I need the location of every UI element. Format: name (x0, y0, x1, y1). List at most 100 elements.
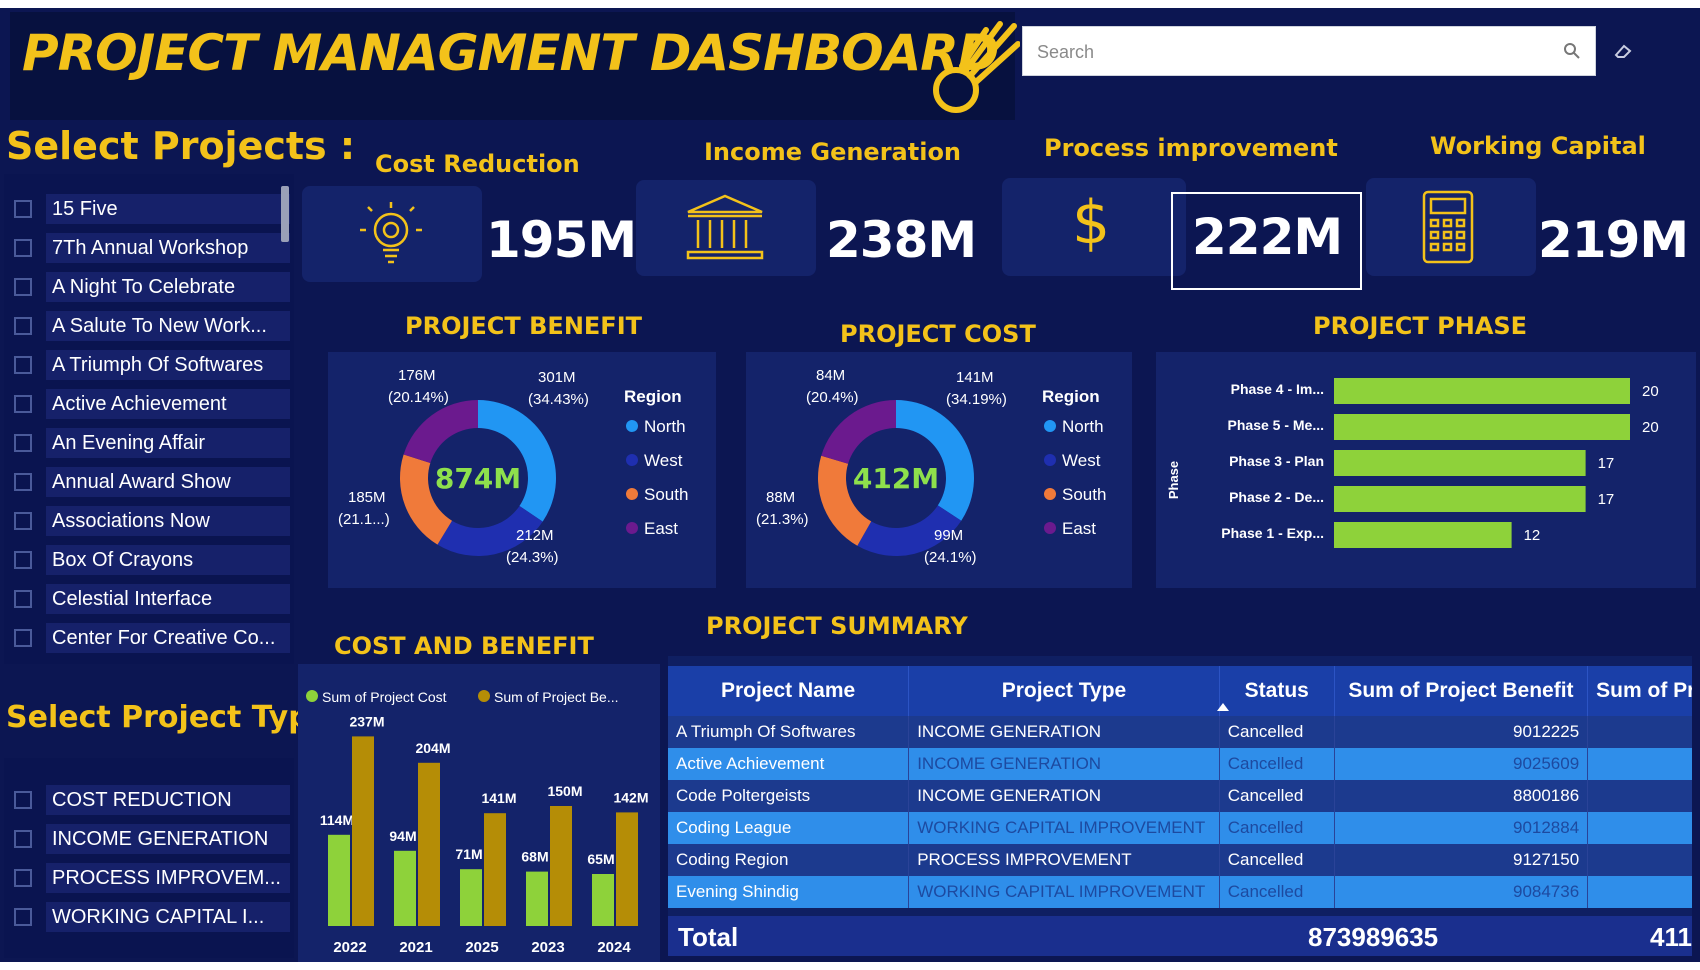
search-icon[interactable] (1563, 42, 1581, 60)
project-slicer-item-label: Center For Creative Co... (46, 623, 290, 653)
checkbox[interactable] (14, 434, 32, 452)
checkbox[interactable] (14, 629, 32, 647)
cost-donut-total: 412M (853, 462, 939, 495)
project-type-slicer-item[interactable]: WORKING CAPITAL I... (14, 901, 290, 933)
table-row[interactable]: Coding League WORKING CAPITAL IMPROVEMENT… (668, 812, 1692, 844)
legend-marker-north (626, 420, 638, 432)
checkbox[interactable] (14, 551, 32, 569)
col-status[interactable]: Status (1219, 666, 1335, 716)
benefit-bar-label: 150M (547, 783, 582, 799)
cost-benefit-chart[interactable]: Sum of Project Cost Sum of Project Be... 1… (298, 664, 660, 962)
cost-bar[interactable] (592, 874, 614, 926)
projects-slicer-title: Select Projects : (6, 124, 356, 168)
project-slicer-item[interactable]: Box Of Crayons (14, 544, 290, 576)
sort-ascending-icon[interactable] (1216, 702, 1230, 712)
clear-eraser-icon[interactable] (1613, 43, 1633, 59)
project-type-slicer-item[interactable]: PROCESS IMPROVEM... (14, 862, 290, 894)
col-project-type[interactable]: Project Type (908, 666, 1220, 716)
phase-bar[interactable] (1334, 450, 1586, 476)
benefit-bar[interactable] (484, 813, 506, 926)
project-summary-table[interactable]: Project Name Project Type Status Sum of … (668, 656, 1692, 956)
table-row[interactable]: A Triumph Of Softwares INCOME GENERATION C… (668, 716, 1692, 748)
cell-cost (1587, 716, 1692, 748)
phase-category-label: Phase 1 - Exp... (1221, 525, 1324, 541)
cell-status: Cancelled (1219, 812, 1335, 844)
col-sum-cost[interactable]: Sum of Pro (1587, 666, 1692, 716)
col-project-name[interactable]: Project Name (668, 666, 910, 716)
project-slicer-item[interactable]: Celestial Interface (14, 583, 290, 615)
table-row[interactable]: Coding Region PROCESS IMPROVEMENT Cancelle… (668, 844, 1692, 876)
benefit-donut-slice-east[interactable] (403, 400, 478, 463)
checkbox[interactable] (14, 239, 32, 257)
benefit-bar[interactable] (550, 806, 572, 926)
benefit-donut-slice-north[interactable] (478, 400, 556, 522)
cost-donut-slice-east[interactable] (821, 400, 896, 464)
phase-bar[interactable] (1334, 414, 1630, 440)
phase-bar[interactable] (1334, 486, 1586, 512)
project-slicer-item[interactable]: A Triumph Of Softwares (14, 349, 290, 381)
project-slicer-item[interactable]: 15 Five (14, 193, 290, 225)
cost-donut-label-value: 99M (934, 527, 963, 544)
project-type-slicer-item[interactable]: INCOME GENERATION (14, 823, 290, 855)
benefit-donut-slice-south[interactable] (400, 454, 453, 545)
cost-donut-slice-west[interactable] (857, 505, 962, 556)
calculator-icon (1422, 190, 1474, 264)
checkbox[interactable] (14, 395, 32, 413)
project-slicer-item-label: A Triumph Of Softwares (46, 350, 290, 380)
benefit-bar[interactable] (616, 812, 638, 926)
checkbox[interactable] (14, 908, 32, 926)
phase-bar[interactable] (1334, 522, 1512, 548)
checkbox[interactable] (14, 278, 32, 296)
project-slicer-item[interactable]: Center For Creative Co... (14, 622, 290, 654)
table-row[interactable]: Evening Shindig WORKING CAPITAL IMPROVEME… (668, 876, 1692, 908)
benefit-donut-label-value: 301M (538, 369, 576, 386)
project-slicer-item-label: Celestial Interface (46, 584, 290, 614)
kpi-value-frame (1171, 192, 1362, 290)
project-type-slicer-item-label: COST REDUCTION (46, 785, 290, 815)
cost-bar[interactable] (328, 834, 350, 926)
phase-value-label: 17 (1598, 455, 1615, 472)
project-type-slicer-item[interactable]: COST REDUCTION (14, 784, 290, 816)
cost-bar[interactable] (460, 869, 482, 926)
legend-label-west: West (644, 451, 683, 470)
checkbox[interactable] (14, 200, 32, 218)
kpi-value-process-improvement: 222M (1192, 208, 1343, 266)
checkbox[interactable] (14, 473, 32, 491)
project-benefit-donut: 874M 301M (34.43%) 212M (24.3%) 185M (21.1...)… (338, 367, 688, 566)
checkbox[interactable] (14, 869, 32, 887)
legend-label-north: North (1062, 417, 1104, 436)
phase-value-label: 20 (1642, 383, 1659, 400)
project-cost-chart[interactable]: 412M 141M (34.19%) 99M (24.1%) 88M (21.3%) 84M (… (746, 352, 1132, 588)
col-sum-benefit[interactable]: Sum of Project Benefit (1334, 666, 1589, 716)
checkbox[interactable] (14, 791, 32, 809)
checkbox[interactable] (14, 512, 32, 530)
project-slicer-item[interactable]: A Salute To New Work... (14, 310, 290, 342)
checkbox[interactable] (14, 590, 32, 608)
project-slicer-item[interactable]: 7Th Annual Workshop (14, 232, 290, 264)
search-box[interactable] (1022, 26, 1596, 76)
table-row[interactable]: Active Achievement INCOME GENERATION Cance… (668, 748, 1692, 780)
cost-bar[interactable] (394, 850, 416, 926)
checkbox[interactable] (14, 356, 32, 374)
cost-donut-slice-north[interactable] (896, 400, 974, 521)
project-phase-chart[interactable]: Phase Phase 4 - Im... 20 Phase 5 - Me... 20 P… (1156, 352, 1696, 588)
cost-donut-slice-south[interactable] (818, 455, 872, 546)
project-benefit-chart[interactable]: 874M 301M (34.43%) 212M (24.3%) 185M (21.1...)… (328, 352, 716, 588)
table-row[interactable]: Code Poltergeists INCOME GENERATION Cancel… (668, 780, 1692, 812)
benefit-bar[interactable] (352, 736, 374, 926)
project-slicer-item[interactable]: Annual Award Show (14, 466, 290, 498)
checkbox[interactable] (14, 317, 32, 335)
project-slicer-item[interactable]: An Evening Affair (14, 427, 290, 459)
projects-scrollbar[interactable] (281, 186, 289, 242)
project-slicer-item[interactable]: Active Achievement (14, 388, 290, 420)
benefit-donut-slice-west[interactable] (437, 505, 543, 556)
meteor-icon (933, 21, 1020, 113)
checkbox[interactable] (14, 830, 32, 848)
cost-bar[interactable] (526, 871, 548, 926)
search-input[interactable] (1035, 37, 1539, 67)
kpi-title-cost-reduction: Cost Reduction (375, 150, 580, 178)
phase-bar[interactable] (1334, 378, 1630, 404)
benefit-bar[interactable] (418, 762, 440, 926)
project-slicer-item[interactable]: Associations Now (14, 505, 290, 537)
project-slicer-item[interactable]: A Night To Celebrate (14, 271, 290, 303)
